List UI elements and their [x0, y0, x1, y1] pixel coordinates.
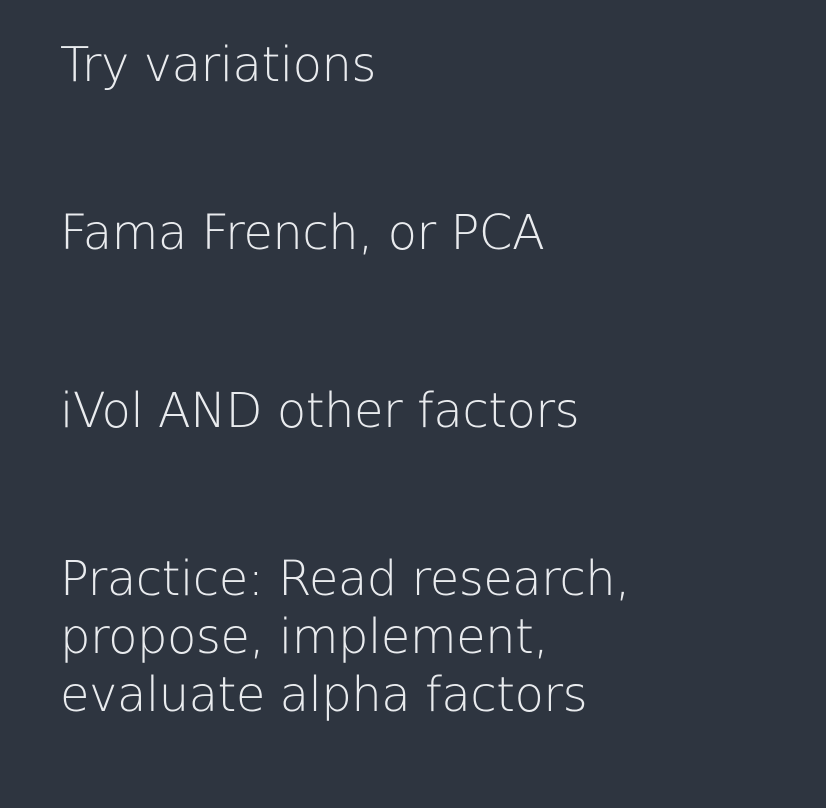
bullet-try-variations: Try variations	[60, 37, 376, 93]
bullet-ivol-other-factors: iVol AND other factors	[60, 383, 580, 439]
bullet-practice: Practice: Read research, propose, implem…	[60, 551, 630, 723]
bullet-fama-french-pca: Fama French, or PCA	[60, 205, 545, 261]
